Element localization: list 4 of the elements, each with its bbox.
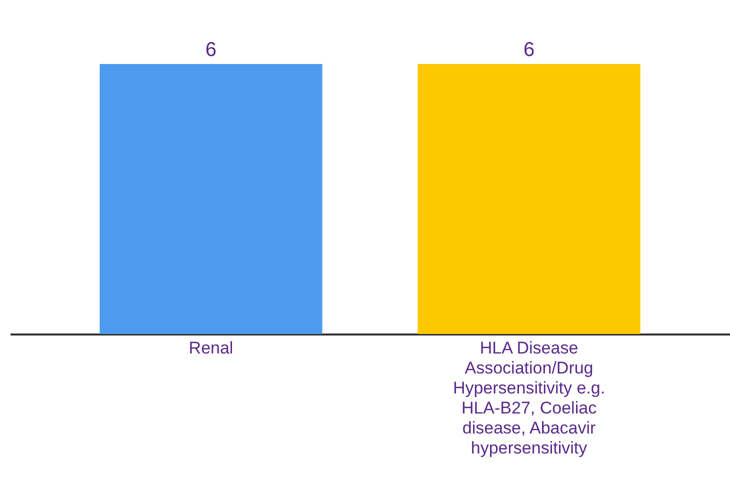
data-label: 6 <box>523 39 535 61</box>
x-tick-label: Renal <box>188 338 234 358</box>
data-label: 6 <box>205 39 217 61</box>
x-tick-label: HLA Disease Association/Drug Hypersensitivity e.g. HLA-B27, Coeliac disease, Abacavir hypersensitivity <box>452 338 606 458</box>
